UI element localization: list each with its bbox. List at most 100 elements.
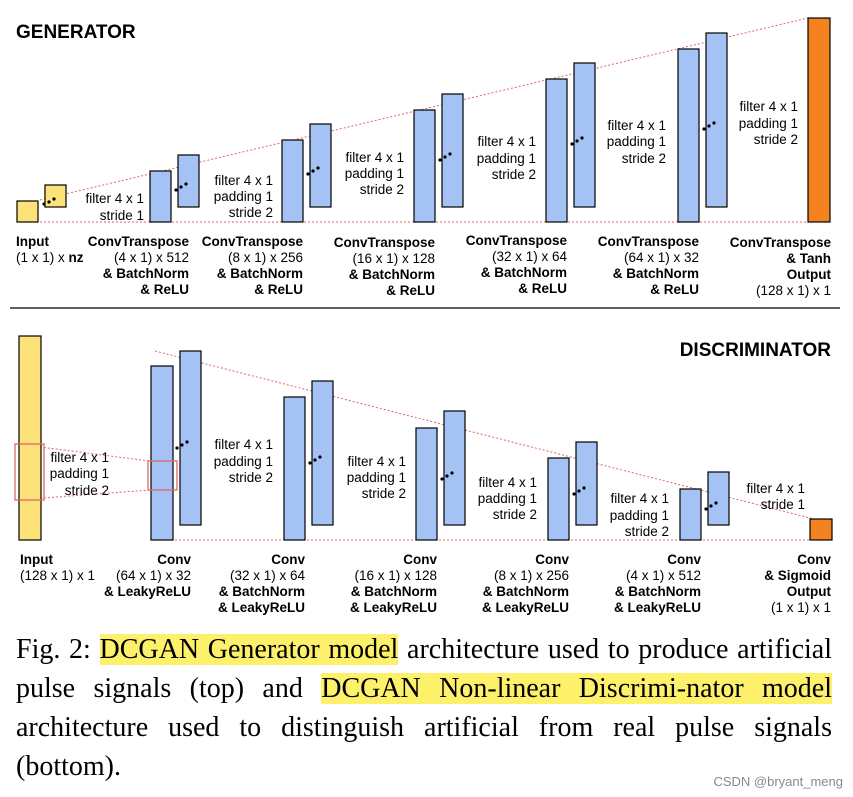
gen-layer-3-line-3: & ReLU bbox=[386, 283, 435, 298]
disc-layer-3-line-1: (16 x 1) x 128 bbox=[354, 568, 437, 583]
generator-layer1-block bbox=[149, 170, 172, 223]
gen-layer-5-line-2: & BatchNorm bbox=[613, 266, 699, 281]
gen-param-0-1: stride 1 bbox=[100, 208, 144, 223]
gen-layer-6-line-0: ConvTranspose bbox=[730, 235, 832, 250]
gen-layer-3-line-1: (16 x 1) x 128 bbox=[352, 251, 435, 266]
gen-layer-5-line-0: ConvTranspose bbox=[598, 234, 700, 249]
caption-prefix: Fig. 2: bbox=[16, 634, 100, 665]
disc-layer-1-line-1: (64 x 1) x 32 bbox=[116, 568, 191, 583]
disc-layer5-filter bbox=[707, 471, 730, 526]
disc-layer-4-line-2: & BatchNorm bbox=[483, 584, 569, 599]
gen-layer-0-line-0: Input bbox=[16, 234, 49, 249]
disc-layer-3-line-0: Conv bbox=[403, 552, 437, 567]
disc-layer3-block bbox=[415, 427, 438, 541]
disc-layer-4-line-0: Conv bbox=[535, 552, 569, 567]
disc-layer4-filter bbox=[575, 441, 598, 526]
generator-input-block bbox=[16, 200, 39, 223]
disc-param-3-1: padding 1 bbox=[478, 491, 537, 506]
disc-layer-1-line-0: Conv bbox=[157, 552, 191, 567]
gen-layer-6-line-3: (128 x 1) x 1 bbox=[756, 283, 831, 298]
disc-param-1-0: filter 4 x 1 bbox=[214, 437, 273, 452]
generator-params: filter 4 x 1 stride 1 filter 4 x 1 paddi… bbox=[85, 99, 798, 223]
generator-layer5-filter bbox=[705, 32, 728, 208]
disc-param-4-1: padding 1 bbox=[610, 508, 669, 523]
disc-param-0-1: padding 1 bbox=[50, 466, 109, 481]
gen-layer-5-line-1: (64 x 1) x 32 bbox=[624, 250, 699, 265]
gen-layer-1-line-0: ConvTranspose bbox=[88, 234, 190, 249]
gen-layer-1-line-1: (4 x 1) x 512 bbox=[114, 250, 189, 265]
disc-layer-0-line-0: Input bbox=[20, 552, 53, 567]
disc-param-3-2: stride 2 bbox=[493, 507, 537, 522]
gen-param-5-2: stride 2 bbox=[754, 132, 798, 147]
disc-param-5-1: stride 1 bbox=[761, 497, 805, 512]
gen-param-1-0: filter 4 x 1 bbox=[214, 173, 273, 188]
disc-layer1-filter bbox=[179, 350, 202, 526]
gen-layer-6-line-2: Output bbox=[787, 267, 832, 282]
gen-param-2-1: padding 1 bbox=[345, 166, 404, 181]
figure-caption: Fig. 2: DCGAN Generator model architectu… bbox=[16, 630, 832, 786]
gen-layer-3-line-2: & BatchNorm bbox=[349, 267, 435, 282]
disc-layer-5-line-2: & BatchNorm bbox=[615, 584, 701, 599]
disc-layer5-block bbox=[679, 488, 702, 541]
disc-layer-6-line-0: Conv bbox=[797, 552, 831, 567]
gen-param-2-2: stride 2 bbox=[360, 182, 404, 197]
discriminator-title: DISCRIMINATOR bbox=[680, 340, 832, 361]
generator-layer3-block bbox=[413, 109, 436, 223]
disc-param-5-0: filter 4 x 1 bbox=[746, 481, 805, 496]
gen-layer-2-line-1: (8 x 1) x 256 bbox=[228, 250, 303, 265]
disc-layer-1-line-2: & LeakyReLU bbox=[104, 584, 191, 599]
gen-layer-3-line-0: ConvTranspose bbox=[334, 235, 436, 250]
discriminator-dots bbox=[175, 440, 718, 511]
disc-layer-2-line-3: & LeakyReLU bbox=[218, 600, 305, 615]
caption-middle-1: architecture used to produce artificial … bbox=[16, 634, 832, 704]
disc-layer-3-line-3: & LeakyReLU bbox=[350, 600, 437, 615]
generator-layer2-filter bbox=[309, 123, 332, 208]
gen-param-4-1: padding 1 bbox=[607, 134, 666, 149]
disc-layer-2-line-2: & BatchNorm bbox=[219, 584, 305, 599]
gen-layer-2-line-0: ConvTranspose bbox=[202, 234, 304, 249]
generator-output-block bbox=[807, 17, 831, 223]
gen-param-4-2: stride 2 bbox=[622, 151, 666, 166]
watermark: CSDN @bryant_meng bbox=[713, 774, 843, 789]
generator-layer4-block bbox=[545, 78, 568, 223]
disc-layer-5-line-1: (4 x 1) x 512 bbox=[626, 568, 701, 583]
generator-blocks bbox=[16, 17, 831, 223]
gen-layer-4-line-2: & BatchNorm bbox=[481, 265, 567, 280]
generator-title: GENERATOR bbox=[16, 22, 136, 43]
caption-middle-2: architecture used to distinguish artific… bbox=[16, 712, 832, 782]
caption-highlight-generator: DCGAN Generator model bbox=[99, 634, 399, 665]
gen-param-0-0: filter 4 x 1 bbox=[85, 191, 144, 206]
disc-layer2-filter bbox=[311, 380, 334, 526]
discriminator-field-boxes bbox=[14, 443, 178, 501]
gen-layer-5-line-3: & ReLU bbox=[650, 282, 699, 297]
discriminator-layer-labels: Input (128 x 1) x 1 Conv (64 x 1) x 32 &… bbox=[20, 552, 832, 615]
architecture-diagram: GENERATOR DISCRIMINATOR filter 4 x 1 str… bbox=[10, 17, 840, 615]
gen-param-1-2: stride 2 bbox=[229, 205, 273, 220]
gen-param-5-0: filter 4 x 1 bbox=[739, 99, 798, 114]
disc-input-block bbox=[18, 335, 42, 541]
generator-layer5-block bbox=[677, 48, 700, 223]
gen-param-5-1: padding 1 bbox=[739, 116, 798, 131]
disc-output-block bbox=[809, 518, 833, 541]
disc-layer-0-line-1: (128 x 1) x 1 bbox=[20, 568, 95, 583]
generator-input-filter bbox=[44, 184, 67, 208]
disc-param-2-0: filter 4 x 1 bbox=[347, 454, 406, 469]
gen-layer-1-line-2: & BatchNorm bbox=[103, 266, 189, 281]
gen-param-3-1: padding 1 bbox=[477, 151, 536, 166]
disc-param-2-1: padding 1 bbox=[347, 470, 406, 485]
disc-layer4-block bbox=[547, 457, 570, 541]
disc-param-4-0: filter 4 x 1 bbox=[610, 491, 669, 506]
gen-layer-4-line-0: ConvTranspose bbox=[466, 233, 568, 248]
gen-layer-2-line-2: & BatchNorm bbox=[217, 266, 303, 281]
disc-layer-4-line-1: (8 x 1) x 256 bbox=[494, 568, 569, 583]
caption-highlight-discriminator: DCGAN Non-linear Discrimi-nator model bbox=[321, 673, 832, 704]
gen-layer-1-line-3: & ReLU bbox=[140, 282, 189, 297]
disc-layer-3-line-2: & BatchNorm bbox=[351, 584, 437, 599]
generator-layer2-block bbox=[281, 139, 304, 223]
gen-param-4-0: filter 4 x 1 bbox=[607, 118, 666, 133]
disc-layer3-filter bbox=[443, 410, 466, 526]
disc-layer-6-line-3: (1 x 1) x 1 bbox=[771, 600, 831, 615]
gen-layer-4-line-1: (32 x 1) x 64 bbox=[492, 249, 568, 264]
generator-dots bbox=[42, 121, 716, 206]
gen-param-3-0: filter 4 x 1 bbox=[477, 134, 536, 149]
